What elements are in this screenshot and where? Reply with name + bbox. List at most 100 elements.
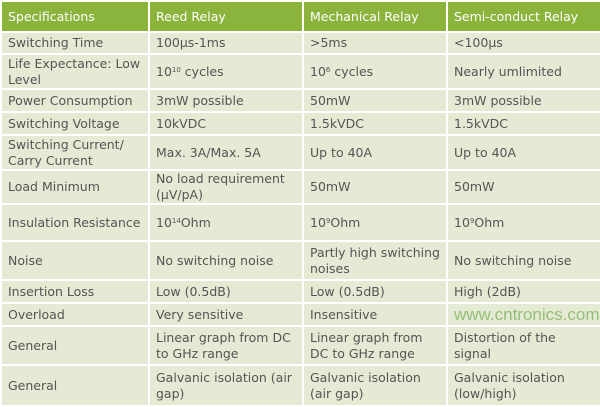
cell-text: 50mW: [310, 92, 351, 108]
cell-text: Linear graph from DC to GHz range: [310, 329, 427, 361]
cell-text: Galvanic isolation (air gap): [156, 369, 296, 401]
cell-text: Max. 3A/Max. 5A: [156, 144, 261, 160]
cell-text: 3mW possible: [156, 92, 244, 108]
cell-text: 3mW possible: [454, 92, 542, 108]
mech-cell: Up to 40A: [302, 134, 448, 171]
reed-cell: 3mW possible: [148, 88, 304, 113]
header-row: Specifications Reed Relay Mechanical Rel…: [0, 0, 600, 33]
cell-text: Insensitive: [310, 306, 378, 322]
cell-text: Insertion Loss: [8, 283, 95, 299]
mech-cell: Insensitive: [302, 302, 448, 327]
cell-text: 50mW: [310, 179, 351, 194]
semi-cell: 50mW: [446, 169, 600, 205]
semi-cell: 3mW possible: [446, 88, 600, 113]
semi-cell: Distortion of the signal: [446, 325, 600, 366]
table-row: Switching Voltage 10kVDC 1.5kVDC 1.5kVDC: [0, 111, 600, 136]
reed-cell: Linear graph from DC to GHz range: [148, 325, 304, 366]
cell-text: Switching Current/ Carry Current: [8, 136, 128, 168]
mech-cell: 50mW: [302, 88, 448, 113]
cell-text: Insulation Resistance: [8, 214, 141, 230]
cell-text: Linear graph from DC to GHz range: [156, 329, 295, 361]
value-base: 10: [156, 63, 172, 79]
mech-cell: >5ms: [302, 31, 448, 55]
semi-cell: No switching noise: [446, 240, 600, 281]
cell-text: Galvanic isolation (air gap): [310, 369, 425, 401]
cell-text: Switching Voltage: [8, 115, 120, 131]
mech-cell: 109Ohm: [302, 203, 448, 242]
cell-text: >5ms: [310, 35, 348, 50]
semi-cell: <100µs: [446, 31, 600, 55]
cell-text: Very sensitive: [156, 306, 244, 322]
spec-label-cell: Switching Time: [0, 31, 150, 55]
cell-text: Up to 40A: [310, 144, 373, 160]
spec-label-cell: Power Consumption: [0, 88, 150, 113]
cell-text: 10kVDC: [156, 115, 207, 131]
table-row: Overload Very sensitive Insensitive www.cnt…: [0, 302, 600, 327]
cell-text: No switching noise: [156, 252, 274, 268]
header-specifications: Specifications: [0, 0, 150, 33]
cell-text: 100µs-1ms: [156, 35, 226, 50]
table-row: Insulation Resistance 1014Ohm 109Ohm 109Ohm: [0, 203, 600, 242]
spec-label-cell: Switching Current/ Carry Current: [0, 134, 150, 171]
value-base: 10: [156, 214, 172, 230]
cell-text: Distortion of the signal: [454, 329, 560, 361]
reed-cell: Galvanic isolation (air gap): [148, 364, 304, 407]
cell-text: High (2dB): [454, 283, 521, 299]
semi-cell: Nearly umlimited: [446, 53, 600, 90]
header-mechanical-relay: Mechanical Relay: [302, 0, 448, 33]
header-semiconductor-relay: Semi-conduct Relay: [446, 0, 600, 33]
cell-text: cycles: [330, 63, 374, 79]
semi-cell: 1.5kVDC: [446, 111, 600, 136]
spec-label-cell: General: [0, 325, 150, 366]
spec-label-cell: Insertion Loss: [0, 279, 150, 304]
watermark: www.cntronics.com: [454, 305, 600, 324]
mech-cell: Galvanic isolation (air gap): [302, 364, 448, 407]
spec-label-cell: General: [0, 364, 150, 407]
cell-text: <100µs: [454, 35, 503, 50]
reed-cell: No switching noise: [148, 240, 304, 281]
cell-text: cycles: [180, 63, 224, 79]
cell-text: 50mW: [454, 179, 495, 194]
cell-text: General: [8, 377, 58, 393]
spec-label-cell: Load Minimum: [0, 169, 150, 205]
mech-cell: Low (0.5dB): [302, 279, 448, 304]
value-base: 10: [310, 63, 326, 79]
spec-label-cell: Switching Voltage: [0, 111, 150, 136]
table-row: Switching Time 100µs-1ms >5ms <100µs: [0, 31, 600, 55]
mech-cell: 1.5kVDC: [302, 111, 448, 136]
cell-text: Low (0.5dB): [310, 283, 385, 299]
spec-label-cell: Noise: [0, 240, 150, 281]
table-row: Life Expectance: Low Level 1010 cycles 106…: [0, 53, 600, 90]
cell-text: Life Expectance: Low Level: [8, 55, 145, 87]
value-exponent: 9: [325, 216, 331, 225]
mech-cell: 50mW: [302, 169, 448, 205]
table-row: Noise No switching noise Partly high switc…: [0, 240, 600, 281]
value-exponent: 9: [469, 216, 475, 225]
cell-text: Ohm: [180, 214, 211, 230]
value-exponent: 14: [171, 216, 181, 225]
header-reed-relay: Reed Relay: [148, 0, 304, 33]
spec-label-cell: Overload: [0, 302, 150, 327]
semi-cell: Galvanic isolation (low/high): [446, 364, 600, 407]
cell-text: Power Consumption: [8, 92, 133, 108]
spec-label-cell: Insulation Resistance: [0, 203, 150, 242]
cell-text: Ohm: [474, 214, 505, 230]
cell-text: 1.5kVDC: [454, 115, 509, 131]
cell-text: Galvanic isolation (low/high): [454, 369, 569, 401]
mech-cell: Linear graph from DC to GHz range: [302, 325, 448, 366]
table-row: Power Consumption 3mW possible 50mW 3mW pos…: [0, 88, 600, 113]
value-exponent: 10: [171, 65, 181, 74]
table-row: Load Minimum No load requirement (µV/pA) 5…: [0, 169, 600, 205]
cell-text: Ohm: [330, 214, 361, 230]
semi-cell: 109Ohm: [446, 203, 600, 242]
cell-text: No load requirement (µV/pA): [156, 171, 289, 202]
table-row: Insertion Loss Low (0.5dB) Low (0.5dB) High…: [0, 279, 600, 304]
cell-text: Load Minimum: [8, 179, 100, 194]
reed-cell: Low (0.5dB): [148, 279, 304, 304]
table-row: Switching Current/ Carry Current Max. 3A/…: [0, 134, 600, 171]
semi-cell: www.cntronics.com: [446, 302, 600, 327]
mech-cell: 106 cycles: [302, 53, 448, 90]
cell-text: Overload: [8, 306, 65, 322]
cell-text: General: [8, 337, 58, 353]
